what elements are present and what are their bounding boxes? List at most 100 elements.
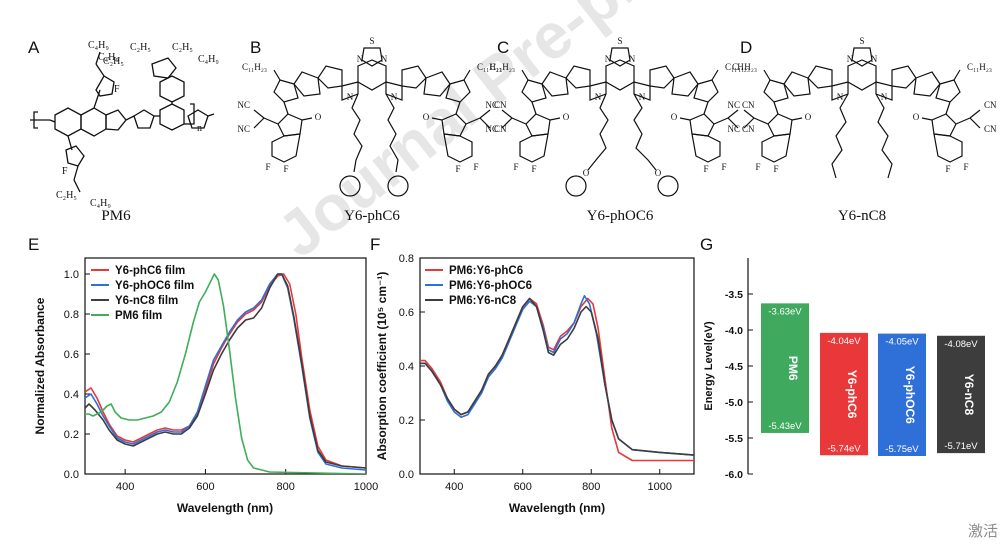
y6-c-f-left-1: F <box>513 162 518 172</box>
y6-c-n-label-1: N <box>605 54 612 64</box>
y6-b-c11h23-left: C₁₁H₂₃ <box>242 62 267 72</box>
chart-e-frame <box>84 257 367 475</box>
y6-phoc6-caption: Y6-phOC6 <box>587 208 654 224</box>
chart-f-ytick-label: 0.6 <box>399 307 414 319</box>
y6-b-o-right: O <box>423 112 430 122</box>
pm6-c4h9-right: C₄H₉ <box>198 54 219 65</box>
chart-e-xtick-label: 800 <box>277 481 295 493</box>
y6-c-s-label: S <box>617 36 622 46</box>
y6-d-c11h23-left: C₁₁H₂₃ <box>732 62 757 72</box>
y6-d-n-pyrrole-left: N <box>837 92 844 102</box>
chart-g-homo-label-0: -5.43eV <box>768 421 802 432</box>
chart-g-lumo-label-1: -4.04eV <box>827 336 861 347</box>
y6-d-n-label-1: N <box>847 54 854 64</box>
y6-d-f-left-1: F <box>755 162 760 172</box>
y6-c-nc-bottom-left: NC <box>485 124 498 134</box>
panel-letter-e: E <box>28 235 39 254</box>
y6-c-f-right-1: F <box>721 162 726 172</box>
pm6-f-bottom: F <box>62 166 68 177</box>
y6-b-f-right-1: F <box>473 162 478 172</box>
chart-f-xtick-label: 600 <box>514 481 532 493</box>
y6-d-f-right-2: F <box>945 164 950 174</box>
chart-e-legend-label-0: Y6-phC6 film <box>115 265 185 277</box>
chart-e-ytick-label: 0.0 <box>64 469 79 481</box>
y6-c-cn-bottom-right: CN <box>742 124 755 134</box>
chart-e-ytick-label: 0.8 <box>64 309 79 321</box>
chart-e-ytick-label: 0.4 <box>64 389 79 401</box>
chart-g-ytick-label: -5.0 <box>725 397 743 409</box>
y6-c-n-pyrrole-right: N <box>639 92 646 102</box>
y6-d-c11h23-right: C₁₁H₂₃ <box>967 62 992 72</box>
pm6-c2h5-mid: C₂H₅ <box>130 42 151 53</box>
chart-f-ytick-label: 0.0 <box>399 469 414 481</box>
y6-b-f-right-2: F <box>455 164 460 174</box>
y6-d-f-left-2: F <box>773 164 778 174</box>
y6-c-c11h23-right: C₁₁H₂₃ <box>725 62 750 72</box>
chart-e-ylabel: Normalized Absorbance <box>33 297 47 434</box>
y6-d-cn-top-right: CN <box>984 100 997 110</box>
chart-f-ytick-label: 0.2 <box>399 415 414 427</box>
chart-g-ytick-label: -4.0 <box>725 325 743 337</box>
y6-b-n-label-2: N <box>381 54 388 64</box>
chart-g-bar-0 <box>761 303 809 433</box>
chart-f-series-line-0 <box>420 297 694 462</box>
chart-e-series-line-2 <box>85 273 366 469</box>
y6-d-o-right: O <box>913 112 920 122</box>
y6-d-nc-bottom-left: NC <box>727 124 740 134</box>
y6-d-s-label: S <box>859 36 864 46</box>
chart-g-bar-name-2: Y6-phOC6 <box>903 366 917 424</box>
corner-activate-text: 激活 <box>967 522 998 540</box>
y6-c-o-left: O <box>563 112 570 122</box>
chart-g-ytick-label: -3.5 <box>725 289 743 301</box>
y6-d-cn-bottom-right: CN <box>984 124 997 134</box>
y6-d-nc-top-left: NC <box>727 100 740 110</box>
chart-g-ytick-label: -5.5 <box>725 433 743 445</box>
y6-phc6-caption: Y6-phC6 <box>344 208 400 224</box>
chart-e-xtick-label: 400 <box>116 481 134 493</box>
chart-e-legend-label-3: PM6 film <box>115 310 162 322</box>
y6-b-s-label: S <box>369 36 374 46</box>
y6-d-f-right-1: F <box>963 162 968 172</box>
y6-b-f-left-1: F <box>265 162 270 172</box>
chart-g-ytick-label: -6.0 <box>725 469 743 481</box>
chart-g-bar-3 <box>937 335 985 454</box>
panel-letter-g: G <box>700 235 713 254</box>
pm6-c4h9-top: C₄H₉ <box>88 40 109 51</box>
chart-g-lumo-label-2: -4.05eV <box>885 337 919 348</box>
pm6-c2h5-right: C₂H₅ <box>172 42 193 53</box>
y6-c-n-pyrrole-left: N <box>595 92 602 102</box>
panel-letter-f: F <box>370 235 380 254</box>
chart-g-bar-1 <box>820 332 868 456</box>
chart-e-series-line-3 <box>85 273 366 474</box>
chart-g-ylabel: Energy Level(eV) <box>703 321 715 411</box>
y6-b-f-left-2: F <box>283 164 288 174</box>
chart-e-xtick-label: 1000 <box>354 481 378 493</box>
pm6-c4h9-mid: C₄H₉ <box>98 52 119 63</box>
chart-g-homo-label-2: -5.75eV <box>885 444 919 455</box>
y6-c-c11h23-left: C₁₁H₂₃ <box>490 62 515 72</box>
chart-g-homo-label-1: -5.74eV <box>827 443 861 454</box>
chart-f-ytick-label: 0.8 <box>399 253 414 265</box>
chart-f-xtick-label: 800 <box>582 481 600 493</box>
panel-letter-b: B <box>250 38 261 57</box>
y6-b-o-left: O <box>315 112 322 122</box>
pm6-f-top: F <box>114 84 120 95</box>
pm6-structure <box>30 51 215 193</box>
panel-letter-d: D <box>740 38 752 57</box>
y6-d-o-left: O <box>805 112 812 122</box>
y6-c-cn-top-right: CN <box>742 100 755 110</box>
chart-f: 400 600 800 1000 0.0 0.2 0.4 0.6 0.8 PM6:Y6-phC6… <box>375 253 695 515</box>
chart-g-lumo-label-0: -3.63eV <box>768 306 802 317</box>
chart-e-xlabel: Wavelength (nm) <box>177 501 273 515</box>
y6-nc8-caption: Y6-nC8 <box>838 208 886 224</box>
chart-e-legend-label-2: Y6-nC8 film <box>115 295 178 307</box>
chart-e-series-line-0 <box>85 273 366 469</box>
y6-c-f-left-2: F <box>531 164 536 174</box>
chart-e: 400 600 800 1000 0.0 0.2 0.4 0.6 0.8 1.0 Y6-phC6 … <box>33 257 378 515</box>
chart-g-homo-label-3: -5.71eV <box>944 441 978 452</box>
chart-g: -3.5 -4.0 -4.5 -5.0 -5.5 -6.0 -3.63eV -5.43eV P… <box>703 258 985 481</box>
y6-c-n-label-2: N <box>629 54 636 64</box>
